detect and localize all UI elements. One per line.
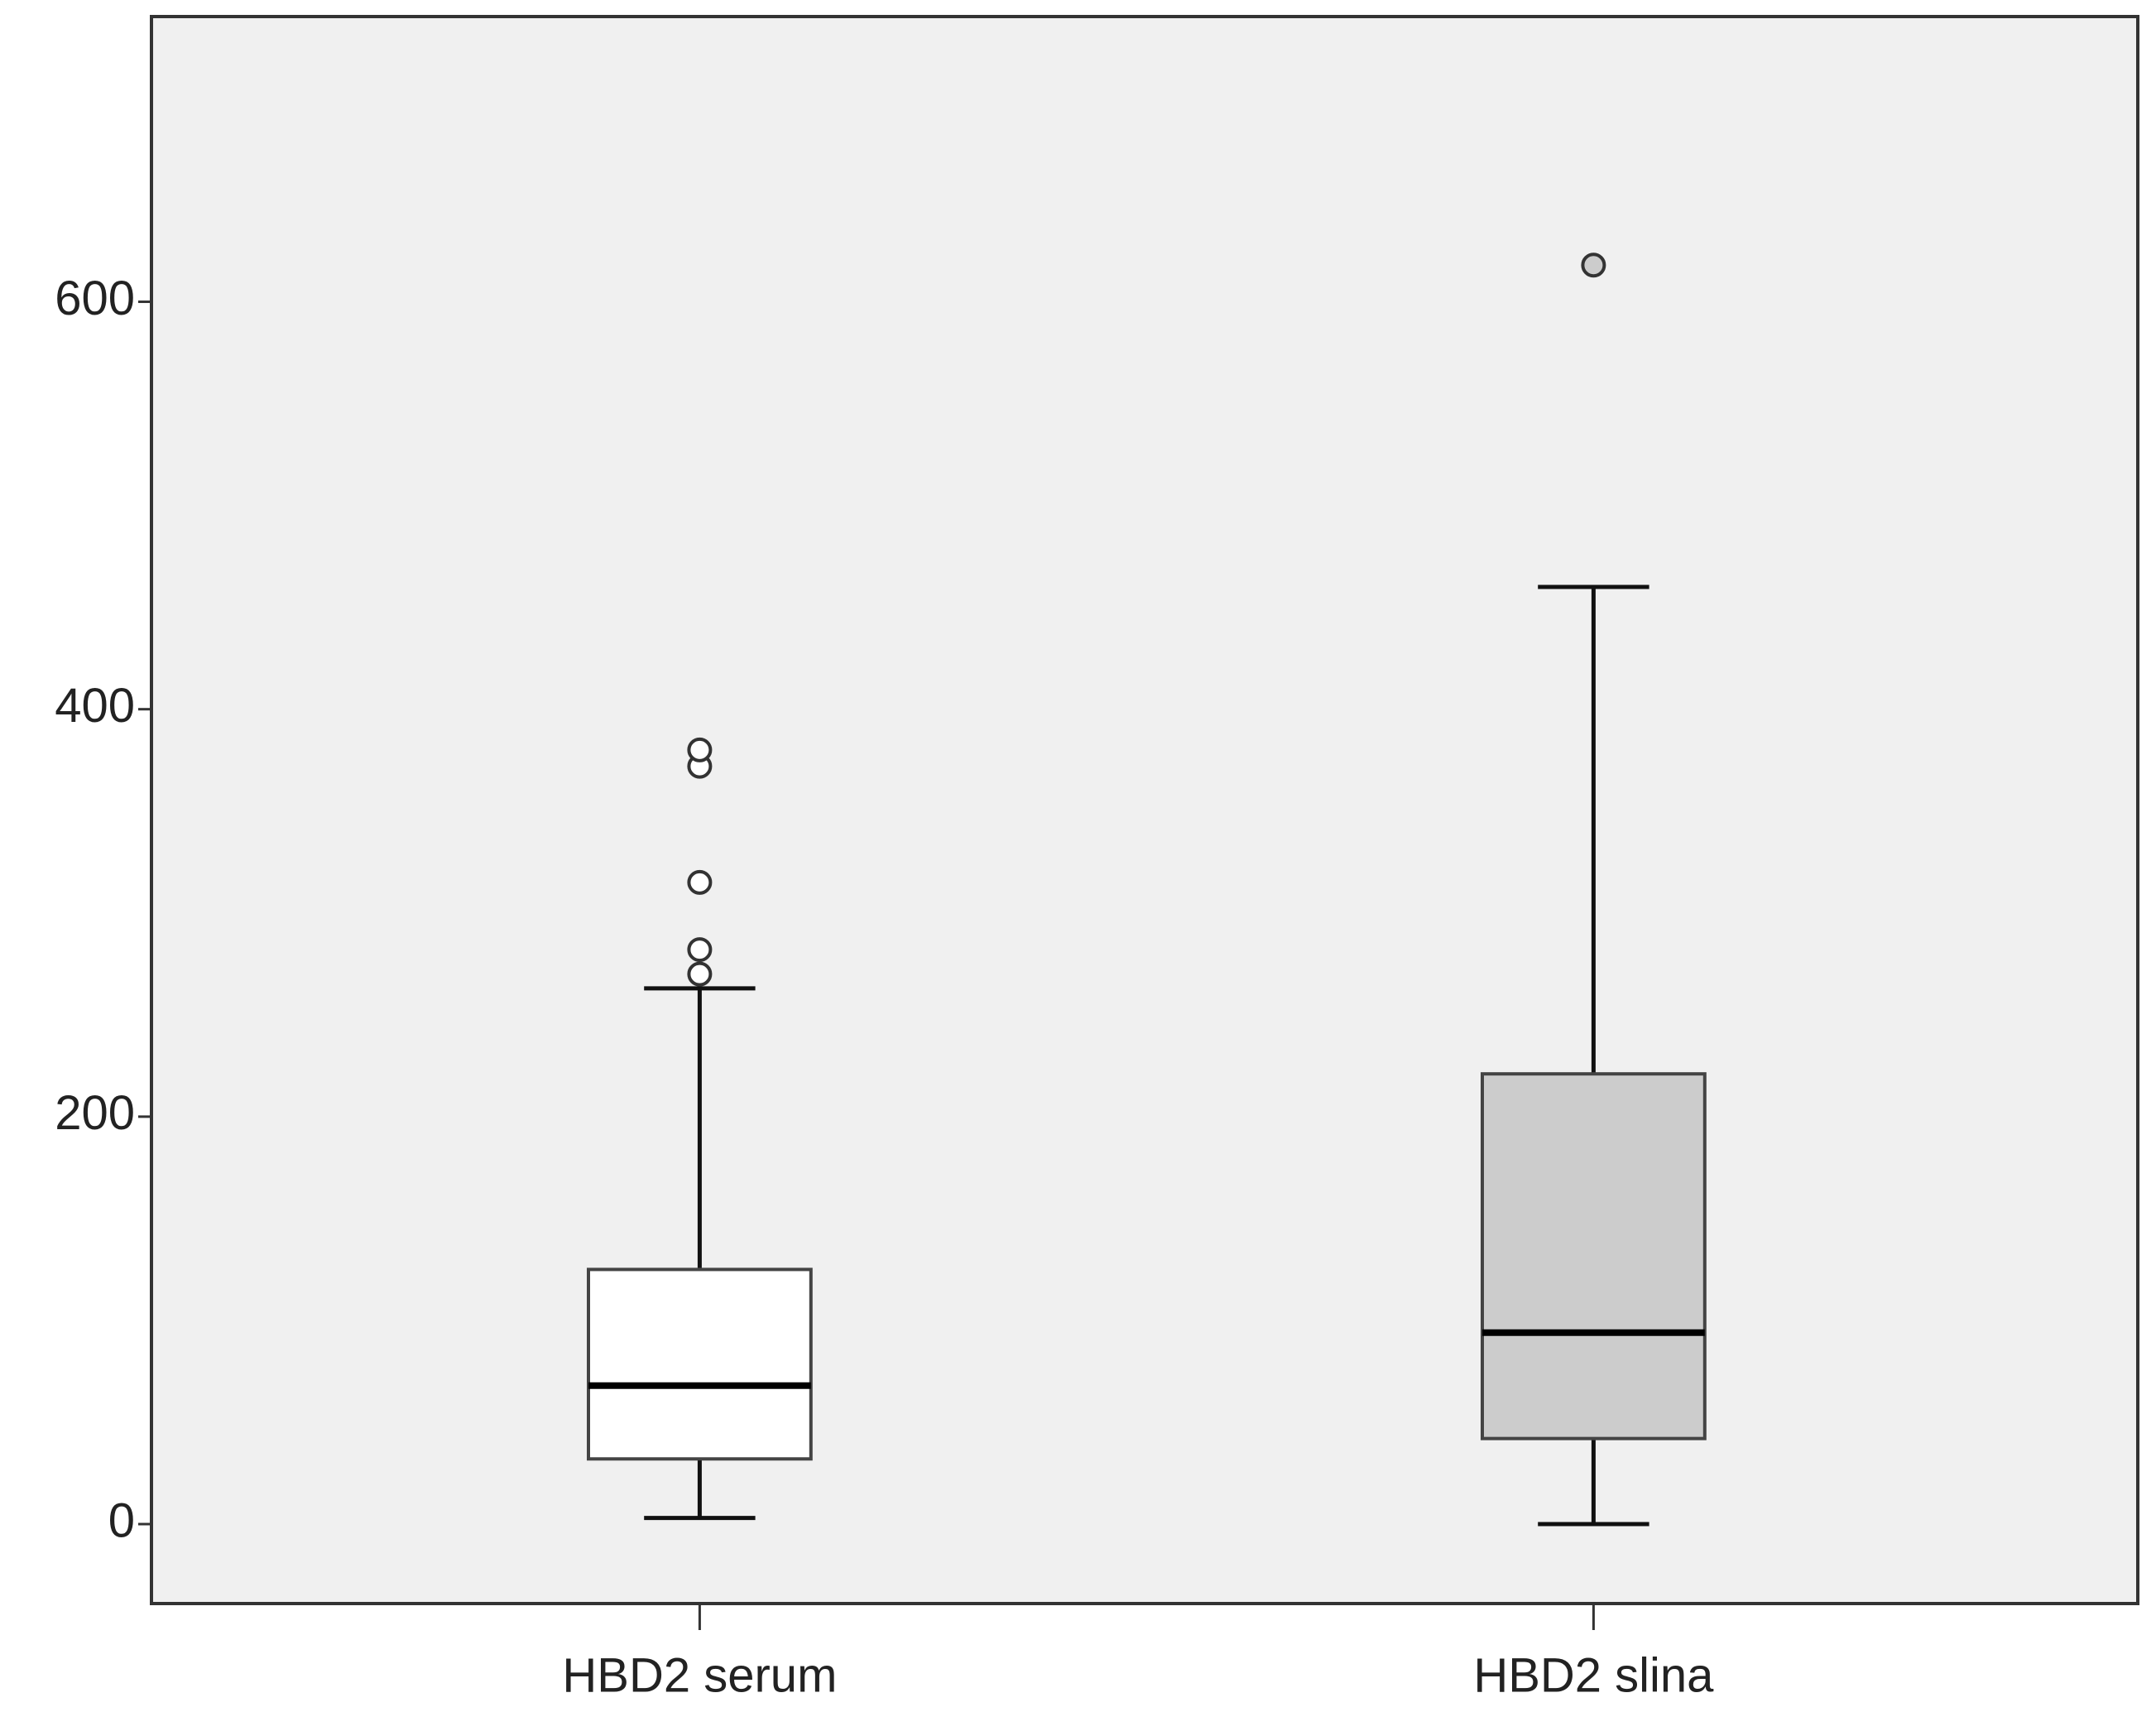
x-tick-label: HBD2 slina (1473, 1648, 1714, 1702)
y-tick-label: 600 (55, 272, 135, 325)
outlier (687, 937, 713, 963)
outlier (1581, 252, 1606, 278)
plot-area (150, 15, 2139, 1605)
box (1481, 1072, 1707, 1440)
outlier (687, 961, 713, 987)
outlier (687, 869, 713, 895)
outlier (687, 737, 713, 762)
x-tick-label: HBD2 serum (562, 1648, 837, 1702)
box (587, 1267, 813, 1461)
y-tick-label: 0 (108, 1493, 135, 1547)
y-tick-label: 400 (55, 679, 135, 733)
y-tick-label: 200 (55, 1086, 135, 1140)
